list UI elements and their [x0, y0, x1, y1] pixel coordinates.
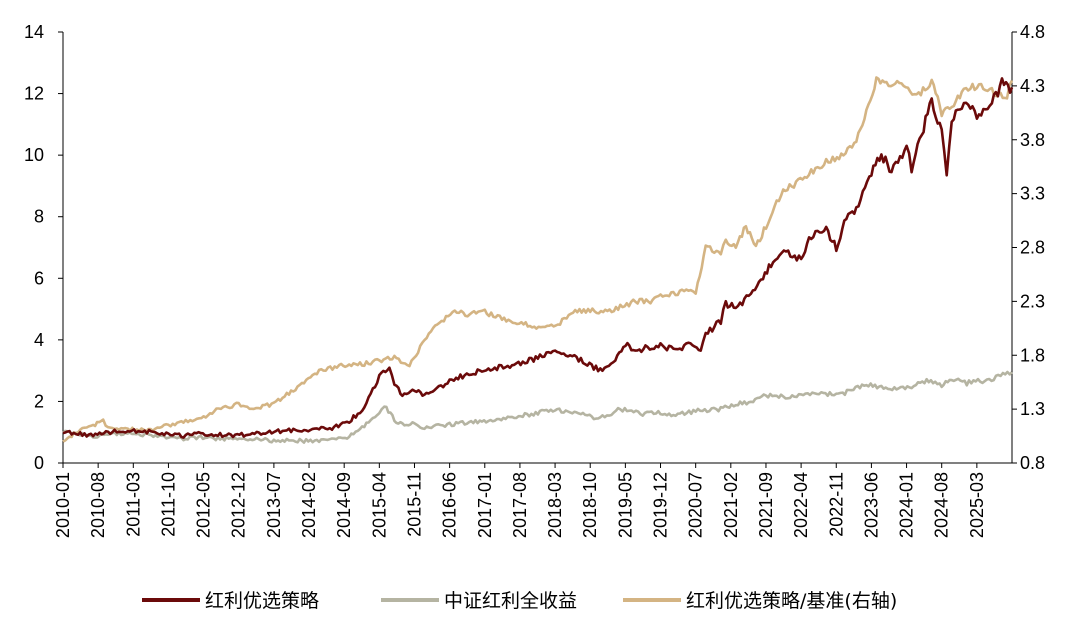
y-left-tick-label: 14	[24, 22, 44, 42]
x-tick-label: 2020-07	[686, 472, 706, 538]
x-tick-label: 2017-01	[475, 472, 495, 538]
y-left-tick-label: 12	[24, 84, 44, 104]
y-right-tick-label: 4.8	[1020, 22, 1045, 42]
y-left-tick-label: 10	[24, 145, 44, 165]
x-tick-label: 2018-10	[580, 472, 600, 538]
x-tick-label: 2016-06	[440, 472, 460, 538]
y-right-tick-label: 2.3	[1020, 291, 1045, 311]
x-tick-label: 2023-06	[861, 472, 881, 538]
y-left-tick-label: 4	[34, 330, 44, 350]
x-tick-label: 2025-03	[967, 472, 987, 538]
axes: 0 2 4 6 8 10 12 14 0.8 1.3 1.8 2.3 2.8 3.3 3.8 4.3 4.8 20…	[24, 22, 1045, 538]
x-tick-label: 2017-08	[510, 472, 530, 538]
x-tick-label: 2018-03	[545, 472, 565, 538]
legend: 红利优选策略 中证红利全收益 红利优选策略/基准(右轴)	[142, 590, 897, 612]
x-tick-label: 2024-01	[897, 472, 917, 538]
x-tick-label: 2019-05	[615, 472, 635, 538]
x-tick-label: 2013-07	[264, 472, 284, 538]
x-tick-label: 2022-11	[826, 472, 846, 537]
y-left-tick-label: 2	[34, 391, 44, 411]
legend-label-2: 红利优选策略/基准(右轴)	[686, 590, 897, 612]
x-tick-label: 2012-12	[229, 472, 249, 538]
series-line-1	[62, 370, 1013, 444]
y-right-tick-label: 3.8	[1020, 130, 1045, 150]
series-lines	[62, 76, 1014, 444]
x-tick-label: 2021-02	[721, 472, 741, 538]
y-right-tick-label: 3.3	[1020, 184, 1045, 204]
y-left-tick-label: 6	[34, 268, 44, 288]
x-tick-label: 2015-04	[369, 472, 389, 538]
series-line-0	[62, 77, 1014, 439]
x-tick-label: 2024-08	[932, 472, 952, 538]
x-tick-label: 2019-12	[651, 472, 671, 538]
y-right-tick-label: 4.3	[1020, 76, 1045, 96]
x-tick-label: 2010-08	[88, 472, 108, 538]
y-left-tick-label: 0	[34, 453, 44, 473]
x-tick-label: 2011-10	[158, 472, 178, 537]
y-right-tick-label: 2.8	[1020, 238, 1045, 258]
x-tick-label: 2011-03	[123, 472, 143, 537]
x-tick-label: 2022-04	[791, 472, 811, 538]
legend-label-0: 红利优选策略	[205, 590, 319, 612]
x-tick-label: 2015-11	[404, 472, 424, 537]
x-tick-label: 2021-09	[756, 472, 776, 538]
y-right-tick-label: 0.8	[1020, 453, 1045, 473]
y-left-tick-label: 8	[34, 207, 44, 227]
y-right-tick-label: 1.8	[1020, 345, 1045, 365]
legend-label-1: 中证红利全收益	[444, 590, 577, 612]
x-tick-label: 2010-01	[53, 472, 73, 538]
x-tick-label: 2012-05	[194, 472, 214, 538]
y-right-tick-label: 1.3	[1020, 399, 1045, 419]
x-tick-label: 2014-09	[334, 472, 354, 538]
series-line-2	[62, 76, 1014, 443]
x-tick-label: 2014-02	[299, 472, 319, 538]
